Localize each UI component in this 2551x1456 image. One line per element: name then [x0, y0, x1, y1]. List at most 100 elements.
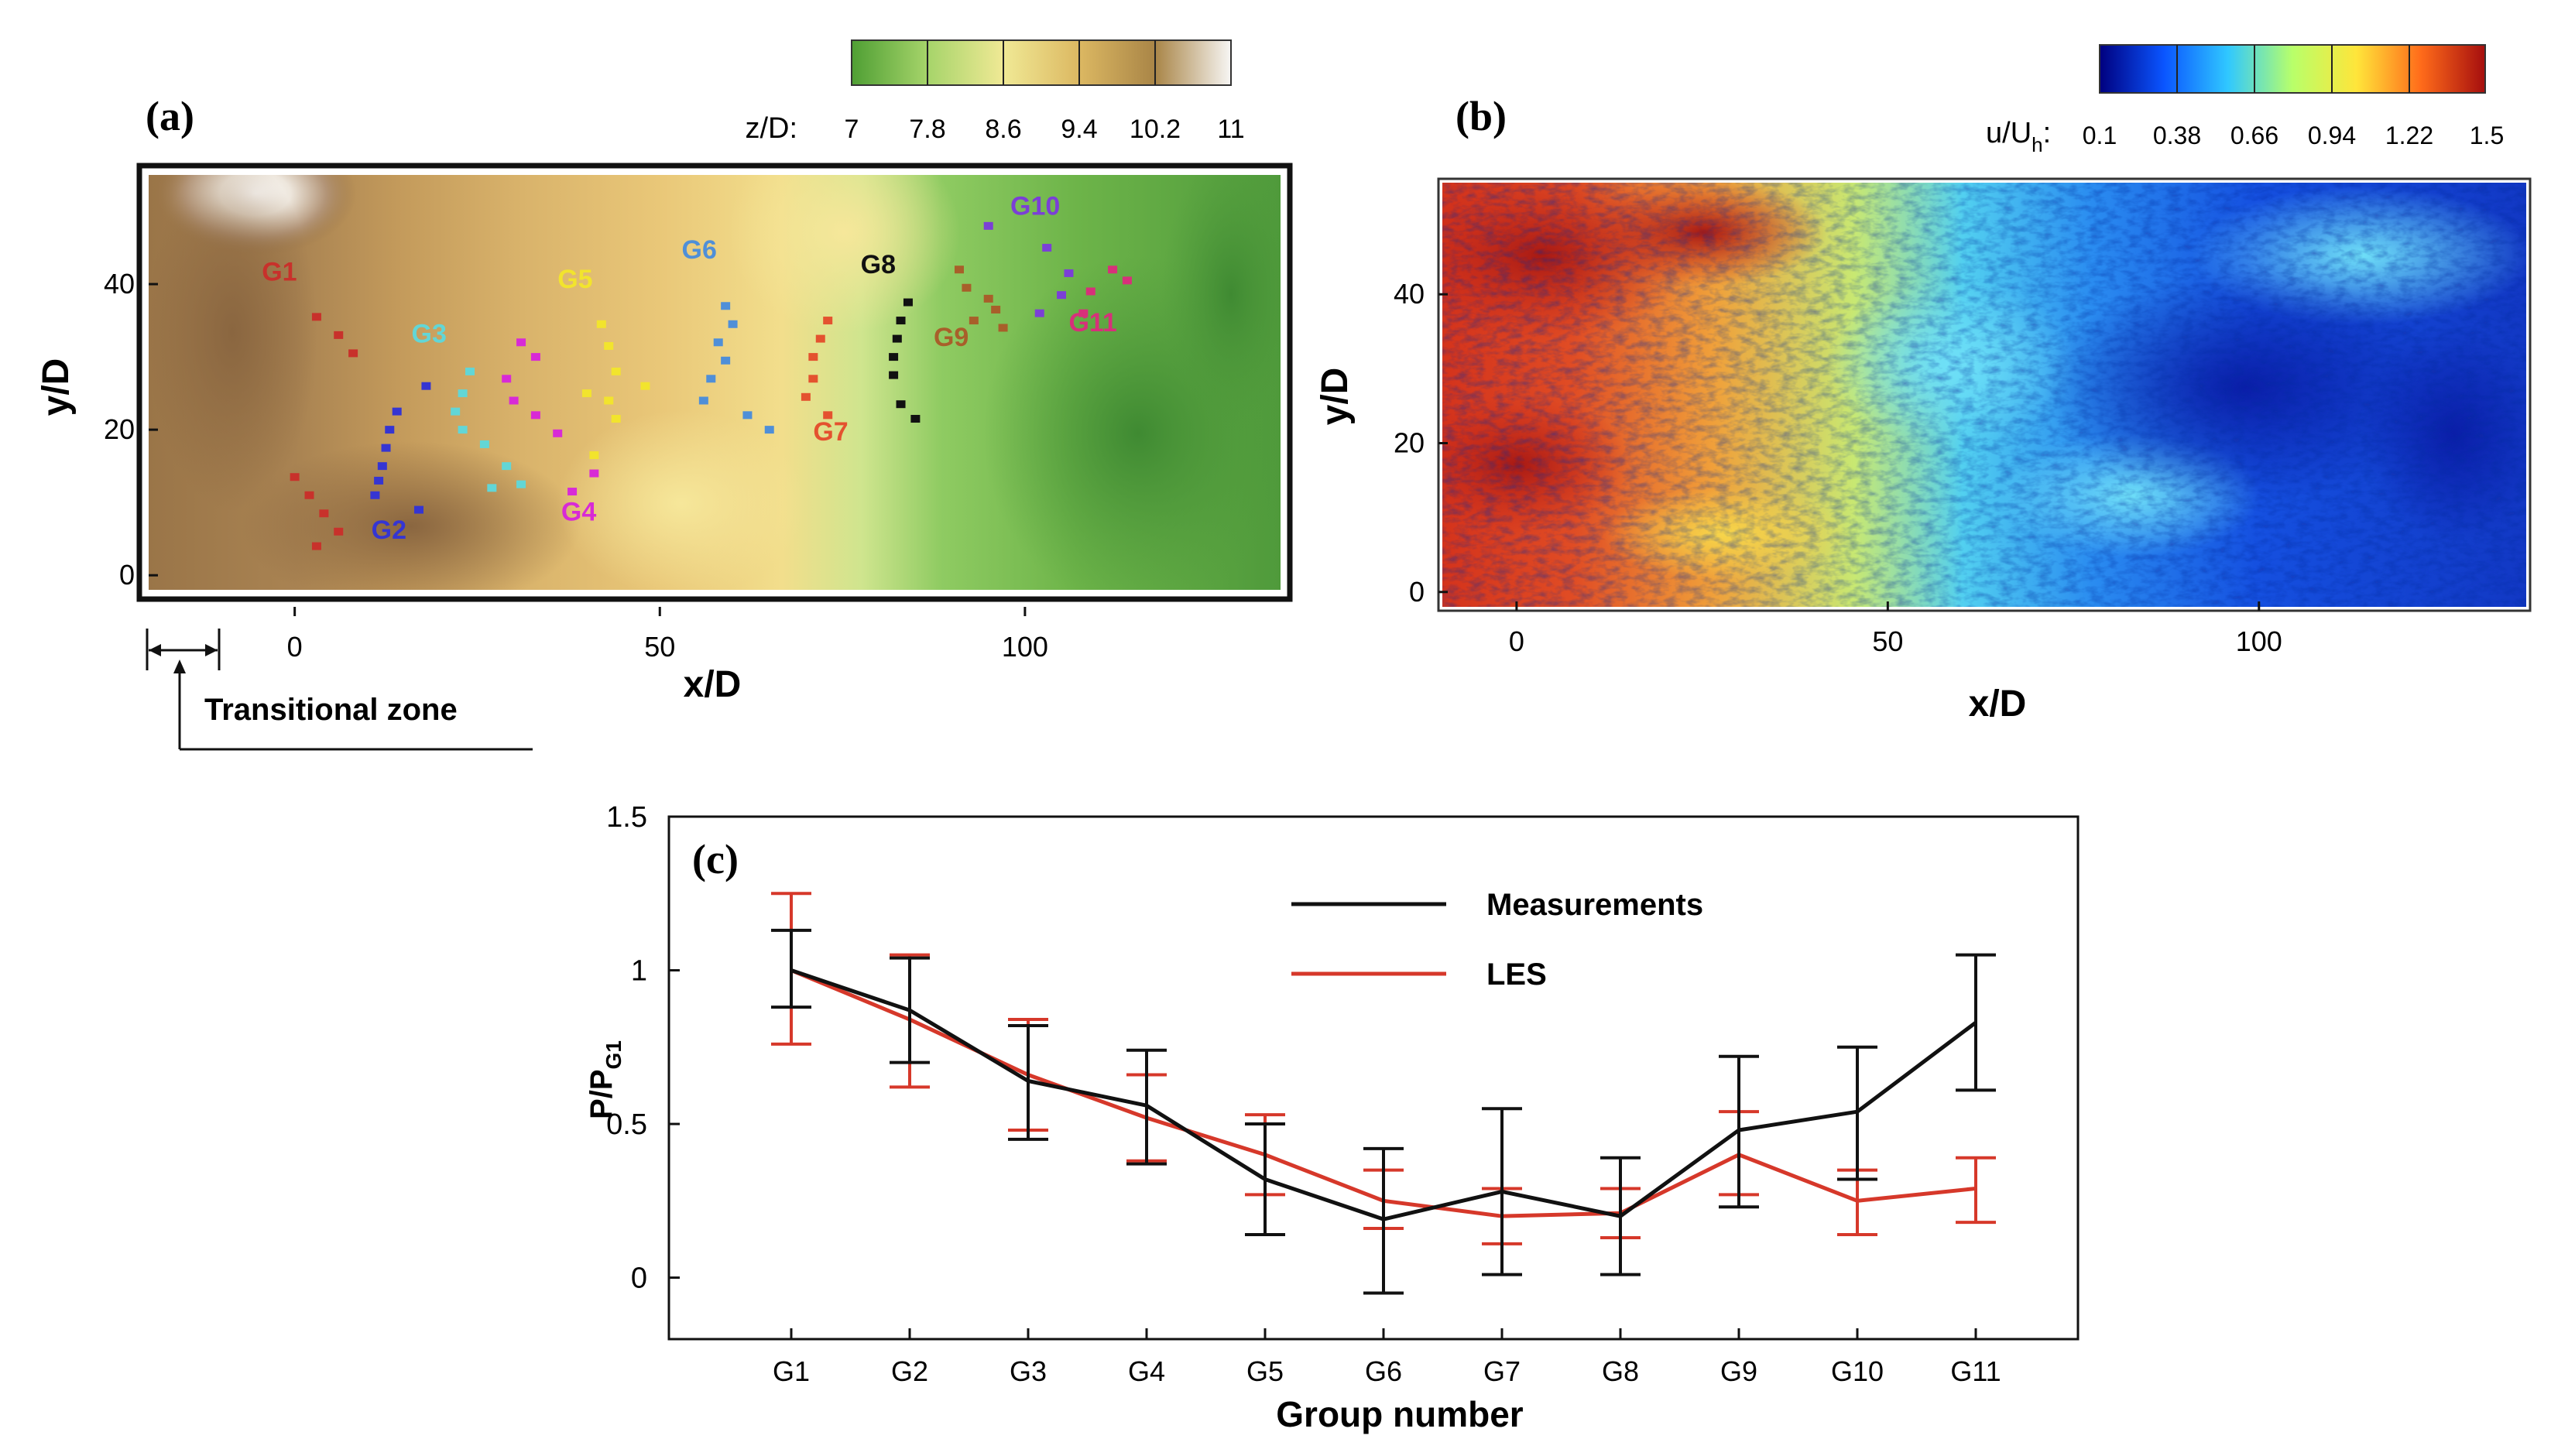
station-marker	[728, 320, 738, 328]
station-marker	[1034, 309, 1044, 317]
station-marker	[808, 375, 818, 383]
station-marker	[458, 389, 468, 398]
colorbar-tick-label: 0.38	[2153, 122, 2201, 149]
station-marker	[502, 462, 512, 471]
y-tick-label: 40	[104, 268, 135, 300]
x-tick-label: G3	[1010, 1355, 1047, 1387]
y-axis-label: P/PG1	[585, 1040, 626, 1119]
station-marker	[374, 476, 384, 485]
station-marker	[413, 505, 423, 514]
station-marker	[604, 396, 614, 405]
x-tick-label: 100	[2236, 625, 2282, 657]
transitional-zone-annotation: Transitional zone	[146, 629, 533, 751]
station-marker	[319, 509, 329, 518]
station-marker	[1078, 309, 1089, 317]
station-groups: G1 G2 G3 G4 G5 G6 G7 G8 G9 G10 G11	[262, 192, 1132, 550]
station-marker	[721, 356, 731, 365]
y-tick-label: 20	[1394, 427, 1425, 458]
station-marker	[311, 542, 321, 550]
y-tick-label: 0	[631, 1262, 647, 1295]
x-axis-label: Group number	[1276, 1394, 1524, 1434]
panel-b: (b) 0 50 100 0 20 40 x/D y/D 0.1 0.38 0.66 0.94 1.2…	[1315, 44, 2532, 725]
y-axis-label: y/D	[1315, 368, 1356, 426]
y-axis-label: y/D	[36, 358, 77, 416]
colorbar-tick-label: 7.8	[909, 115, 945, 144]
panel-c-frame	[667, 815, 2080, 1341]
station-marker	[348, 349, 358, 358]
station-marker	[823, 317, 833, 325]
station-marker	[596, 320, 606, 328]
station-marker	[969, 317, 979, 325]
station-marker	[991, 305, 1001, 313]
station-marker	[567, 488, 578, 496]
station-marker	[706, 375, 716, 383]
station-marker	[713, 338, 723, 347]
panel-c: (c) 0 0.5 1 1.5 G1 G2 G3 G4 G5 G6 G7 G8 G9 G10 G11 Grou…	[585, 801, 2080, 1434]
station-marker	[530, 411, 540, 420]
station-marker	[764, 426, 774, 434]
station-marker	[290, 473, 300, 481]
station-marker	[487, 484, 497, 492]
group-label-g11: G11	[1068, 308, 1116, 337]
station-marker	[604, 341, 614, 350]
station-marker	[983, 221, 993, 230]
panel-c-series	[771, 892, 1996, 1295]
x-tick-label: 0	[1509, 625, 1524, 657]
station-marker	[1085, 287, 1095, 296]
station-marker	[1057, 291, 1067, 300]
station-marker	[465, 367, 475, 375]
station-marker	[502, 375, 512, 383]
colorbar-tick-label: 1.5	[2470, 122, 2504, 149]
x-tick-label: 100	[1002, 631, 1048, 663]
station-marker	[1122, 276, 1132, 285]
colorbar-tick-label: 0.1	[2083, 122, 2117, 149]
x-tick-label: 0	[287, 631, 303, 663]
x-tick-label: G10	[1831, 1355, 1884, 1387]
colorbar-gradient	[851, 39, 1232, 86]
station-marker	[509, 396, 519, 405]
legend: Measurements LES	[1291, 888, 1703, 992]
panel-c-label: (c)	[692, 836, 739, 882]
station-marker	[954, 266, 964, 274]
y-tick-label: 1	[631, 955, 647, 988]
station-marker	[611, 415, 621, 423]
station-marker	[516, 480, 526, 488]
station-marker	[896, 400, 906, 409]
station-marker	[392, 407, 402, 416]
y-tick-label: 20	[104, 413, 135, 445]
station-marker	[516, 338, 526, 347]
panel-a-axes: 0 50 100 0 20 40 x/D y/D	[36, 268, 1048, 705]
station-marker	[304, 491, 314, 499]
panel-b-label: (b)	[1456, 93, 1507, 139]
station-marker	[611, 367, 621, 375]
y-tick-label: 0.5	[606, 1108, 647, 1141]
station-marker	[903, 298, 913, 307]
group-label-g10: G10	[1010, 192, 1060, 221]
station-marker	[1108, 266, 1118, 274]
terrain-map	[149, 175, 1281, 590]
station-marker	[334, 527, 344, 536]
group-label-g6: G6	[682, 235, 717, 265]
station-marker	[808, 353, 818, 361]
group-label-g2: G2	[372, 516, 406, 545]
station-marker	[334, 331, 344, 339]
x-tick-label: G5	[1246, 1355, 1284, 1387]
y-tick-label: 0	[1409, 576, 1425, 608]
station-marker	[983, 294, 993, 303]
colorbar-tick-label: 0.66	[2230, 122, 2278, 149]
station-marker	[742, 411, 753, 420]
x-tick-label: G1	[773, 1355, 810, 1387]
station-marker	[451, 407, 461, 416]
colorbar-title: u/Uh:	[1986, 117, 2051, 156]
y-tick-label: 0	[119, 559, 135, 591]
x-tick-label: G7	[1483, 1355, 1521, 1387]
legend-label-les: LES	[1486, 958, 1547, 992]
station-marker	[421, 382, 431, 390]
station-marker	[589, 451, 599, 460]
station-marker	[998, 324, 1008, 332]
station-marker	[721, 302, 731, 310]
station-marker	[1042, 244, 1052, 252]
y-tick-label: 40	[1394, 278, 1425, 310]
station-marker	[385, 426, 395, 434]
station-marker	[896, 317, 906, 325]
